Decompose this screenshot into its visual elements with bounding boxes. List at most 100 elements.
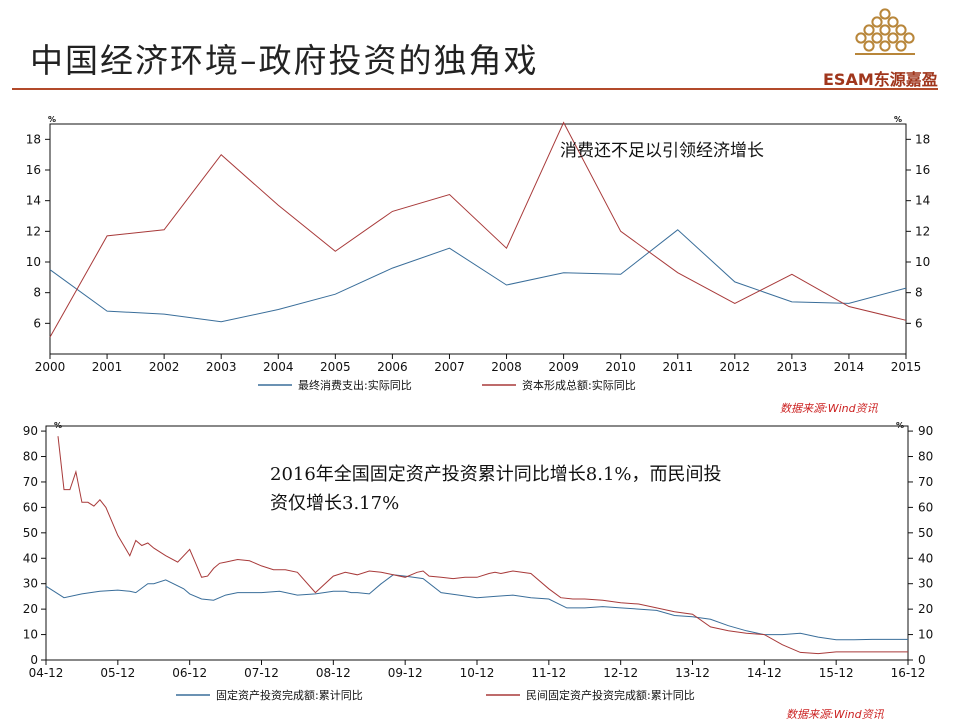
- page-title: 中国经济环境–政府投资的独角戏: [30, 41, 539, 80]
- chart1-xtick-label: 2015: [891, 360, 922, 374]
- chart1-ytick-label-right: 10: [915, 255, 930, 269]
- logo-ring: [871, 32, 883, 44]
- chart1-xtick-label: 2009: [548, 360, 579, 374]
- logo-ring: [855, 32, 867, 44]
- logo-ring: [895, 40, 907, 52]
- chart2-ytick-label-right: 40: [918, 551, 933, 565]
- chart1-ytick-label-right: 16: [915, 163, 930, 177]
- chart1-xtick-label: 2014: [834, 360, 865, 374]
- chart1-legend-label-2: 资本形成总额:实际同比: [522, 378, 636, 392]
- chart1-unit-left: %: [48, 115, 56, 124]
- chart1-xtick-label: 2002: [149, 360, 180, 374]
- chart2-xtick-label: 04-12: [29, 666, 64, 680]
- logo-ring: [879, 24, 891, 36]
- chart2-ytick-label-right: 60: [918, 500, 933, 514]
- chart2-xtick-label: 12-12: [603, 666, 638, 680]
- chart1-xtick-label: 2007: [434, 360, 465, 374]
- chart2-legend-label-1: 固定资产投资完成额:累计同比: [216, 688, 363, 702]
- chart2-ytick-label-right: 50: [918, 526, 933, 540]
- logo-ring: [879, 8, 891, 20]
- chart2-xtick-label: 08-12: [316, 666, 351, 680]
- chart2-xtick-label: 06-12: [172, 666, 207, 680]
- chart2-ytick-label-right: 70: [918, 475, 933, 489]
- chart2-ytick-label-left: 60: [23, 500, 38, 514]
- chart1-ytick-label-right: 6: [915, 316, 923, 330]
- chart1-annotation: 消费还不足以引领经济增长: [560, 141, 764, 161]
- chart1-xtick-label: 2006: [377, 360, 408, 374]
- chart2-xtick-label: 15-12: [819, 666, 854, 680]
- chart2-annotation-line2: 资仅增长3.17%: [270, 493, 400, 514]
- logo-ring: [863, 40, 875, 52]
- chart1-ytick-label-right: 12: [915, 224, 930, 238]
- chart1-ytick-label-left: 18: [26, 132, 41, 146]
- chart1-ytick-label-left: 8: [33, 286, 41, 300]
- chart1-xtick-label: 2012: [720, 360, 751, 374]
- logo-ring: [871, 16, 883, 28]
- chart2-unit-left: %: [54, 421, 62, 430]
- chart1-xtick-label: 2008: [491, 360, 522, 374]
- chart1-ytick-label-right: 8: [915, 286, 923, 300]
- chart2-ytick-label-left: 70: [23, 475, 38, 489]
- chart2-series-line-1: [45, 574, 908, 641]
- chart2-ytick-label-left: 20: [23, 602, 38, 616]
- chart2-xtick-label: 13-12: [675, 666, 710, 680]
- chart1-ytick-label-right: 14: [915, 194, 930, 208]
- chart2-xtick-label: 14-12: [747, 666, 782, 680]
- chart1-xtick-label: 2004: [263, 360, 294, 374]
- chart2-xtick-label: 07-12: [244, 666, 279, 680]
- chart2-series-line-2: [57, 436, 908, 655]
- chart2-xtick-label: 05-12: [100, 666, 135, 680]
- chart1-ytick-label-left: 16: [26, 163, 41, 177]
- chart1-source: 数据来源:Wind资讯: [780, 402, 878, 415]
- chart1-ytick-label-left: 12: [26, 224, 41, 238]
- esam-logo-icon: [855, 8, 915, 55]
- logo-ring: [895, 24, 907, 36]
- logo-text: ESAM东源嘉盈: [823, 70, 938, 89]
- chart1-xtick-label: 2010: [605, 360, 636, 374]
- chart1-ytick-label-left: 6: [33, 316, 41, 330]
- chart1-frame: [49, 123, 907, 355]
- logo-ring: [887, 16, 899, 28]
- chart2-ytick-label-left: 40: [23, 551, 38, 565]
- chart1-xtick-label: 2013: [777, 360, 808, 374]
- chart2-source: 数据来源:Wind资讯: [786, 708, 884, 721]
- logo-ring: [903, 32, 915, 44]
- chart2-ytick-label-left: 0: [30, 653, 38, 667]
- chart2-ytick-label-right: 0: [918, 653, 926, 667]
- logo-ring: [863, 24, 875, 36]
- logo-ring: [887, 32, 899, 44]
- chart1-legend-label-1: 最终消费支出:实际同比: [298, 378, 412, 392]
- chart2-ytick-label-right: 20: [918, 602, 933, 616]
- chart2-ytick-label-left: 10: [23, 628, 38, 642]
- chart2-xtick-label: 09-12: [388, 666, 423, 680]
- chart2-ytick-label-left: 30: [23, 577, 38, 591]
- chart1-xtick-label: 2005: [320, 360, 351, 374]
- chart2-ytick-label-left: 90: [23, 424, 38, 438]
- chart2-xtick-label: 10-12: [460, 666, 495, 680]
- chart2-ytick-label-right: 90: [918, 424, 933, 438]
- chart1-series-line-2: [49, 121, 907, 338]
- chart1-ytick-label-right: 18: [915, 132, 930, 146]
- chart1-xtick-label: 2001: [92, 360, 123, 374]
- chart2-ytick-label-right: 30: [918, 577, 933, 591]
- title-divider: [12, 88, 938, 90]
- chart1-xtick-label: 2000: [35, 360, 66, 374]
- chart1-series-line-1: [49, 229, 907, 323]
- fixed-asset-investment-chart: 0 0 10 10 20 20 30 30 40 40 50 50 60 60 70 70 80 80 90 90%%…: [23, 421, 934, 702]
- chart1-xtick-label: 2011: [662, 360, 693, 374]
- chart2-legend-label-2: 民间固定资产投资完成额:累计同比: [526, 688, 695, 702]
- chart2-unit-right: %: [896, 421, 904, 430]
- consumption-capital-chart: 6 6 8 8 10 10 12 12 14 14 16 16 18 18% % 2000 2001 2002 20…: [26, 115, 931, 392]
- chart2-xtick-label: 16-12: [891, 666, 926, 680]
- chart2-ytick-label-left: 80: [23, 450, 38, 464]
- chart2-ytick-label-right: 10: [918, 628, 933, 642]
- chart1-xtick-label: 2003: [206, 360, 237, 374]
- chart2-ytick-label-right: 80: [918, 450, 933, 464]
- chart2-ytick-label-left: 50: [23, 526, 38, 540]
- logo-ring: [879, 40, 891, 52]
- chart1-ytick-label-left: 14: [26, 194, 41, 208]
- chart2-xtick-label: 11-12: [531, 666, 566, 680]
- chart1-unit-right: %: [894, 115, 902, 124]
- chart1-ytick-label-left: 10: [26, 255, 41, 269]
- chart2-annotation-line1: 2016年全国固定资产投资累计同比增长8.1%，而民间投: [270, 464, 722, 485]
